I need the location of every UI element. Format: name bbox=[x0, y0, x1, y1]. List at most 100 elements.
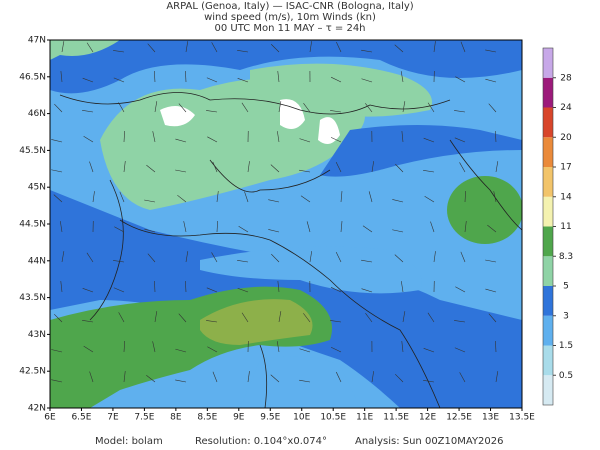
wind-barb bbox=[61, 251, 65, 263]
wind-barb bbox=[392, 229, 404, 233]
wind-barb bbox=[464, 191, 466, 203]
wind-barb bbox=[277, 131, 280, 143]
wind-barb bbox=[433, 251, 436, 263]
wind-barb bbox=[175, 348, 187, 353]
wind-barb bbox=[212, 161, 218, 173]
colorbar-segment bbox=[543, 137, 553, 167]
wind-barb bbox=[146, 164, 156, 173]
wind-barb bbox=[459, 162, 466, 173]
wind-barb bbox=[118, 102, 125, 113]
wind-barb bbox=[402, 311, 406, 323]
wind-barb bbox=[216, 221, 218, 233]
wind-barb bbox=[277, 281, 280, 293]
wind-barb bbox=[402, 101, 406, 113]
wind-barb bbox=[495, 340, 497, 353]
wind-barb bbox=[185, 70, 187, 83]
lon-label: 7.5E bbox=[134, 413, 154, 423]
wind-barb bbox=[299, 138, 311, 143]
lon-label: 8E bbox=[170, 413, 182, 423]
lon-label: 12E bbox=[419, 413, 436, 423]
wind-barb bbox=[485, 259, 497, 263]
wind-field bbox=[50, 40, 522, 408]
wind-barb bbox=[146, 375, 156, 383]
wind-barb bbox=[237, 287, 249, 293]
wind-barb bbox=[82, 77, 94, 83]
wind-barb bbox=[207, 136, 218, 143]
wind-barb bbox=[247, 371, 250, 383]
lon-label: 10.5E bbox=[320, 413, 346, 423]
wind-barb bbox=[216, 191, 219, 203]
colorbar-label: 17 bbox=[560, 163, 571, 173]
wind-barb bbox=[123, 341, 126, 353]
lon-label: 11.5E bbox=[383, 413, 409, 423]
wind-barb bbox=[54, 313, 63, 323]
colorbar-segment bbox=[543, 286, 553, 316]
wind-barb bbox=[309, 41, 312, 53]
wind-barb bbox=[495, 371, 499, 383]
lon-label: 10E bbox=[293, 413, 310, 423]
wind-barb bbox=[271, 253, 280, 263]
wind-barb bbox=[427, 102, 435, 113]
footer-model: Model: bolam bbox=[95, 436, 163, 447]
wind-barb bbox=[423, 170, 435, 173]
wind-barb bbox=[177, 194, 187, 203]
wind-barb bbox=[51, 169, 63, 173]
wind-barb bbox=[244, 191, 249, 203]
colorbar-segment bbox=[543, 77, 553, 108]
wind-barb bbox=[152, 131, 156, 143]
wind-barb bbox=[89, 161, 94, 173]
wind-barb bbox=[335, 161, 342, 173]
wind-barb bbox=[178, 313, 187, 323]
wind-barb bbox=[175, 379, 187, 383]
wind-barb bbox=[175, 169, 187, 173]
wind-barb bbox=[185, 251, 189, 263]
lon-label: 11E bbox=[356, 413, 373, 423]
wind-barb bbox=[330, 346, 342, 353]
wind-barb bbox=[454, 110, 466, 113]
colorbar-label: 5 bbox=[563, 282, 569, 292]
wind-barb bbox=[423, 348, 435, 353]
wind-barb bbox=[340, 191, 343, 203]
footer-resolution: Resolution: 0.104°x0.074° bbox=[195, 436, 327, 447]
colorbar-segment bbox=[543, 375, 553, 405]
wind-barb bbox=[430, 221, 435, 233]
wind-barb bbox=[392, 199, 404, 203]
colorbar-label: 8.3 bbox=[559, 252, 573, 262]
wind-barb bbox=[365, 103, 373, 113]
wind-barb bbox=[488, 103, 497, 113]
wind-barb bbox=[271, 44, 280, 53]
wind-barb bbox=[394, 254, 404, 263]
wind-barb bbox=[89, 371, 94, 383]
wind-barb bbox=[427, 312, 435, 323]
colorbar-segment bbox=[543, 196, 553, 227]
wind-barb bbox=[212, 371, 218, 383]
colorbar-segment bbox=[543, 167, 553, 197]
header-line: ARPAL (Genoa, Italy) — ISAC-CNR (Bologna… bbox=[166, 1, 413, 12]
wind-barb bbox=[154, 311, 158, 323]
wind-barb bbox=[241, 102, 249, 113]
wind-barb bbox=[154, 71, 156, 83]
lat-label: 43N bbox=[28, 330, 46, 340]
wind-barb bbox=[303, 102, 311, 113]
footer-analysis: Analysis: Sun 00Z10MAY2026 bbox=[355, 436, 504, 447]
wind-barb bbox=[303, 313, 311, 323]
wind-barb bbox=[454, 137, 466, 143]
wind-barb bbox=[113, 287, 125, 293]
wind-barb bbox=[247, 161, 250, 173]
lat-label: 44.5N bbox=[19, 220, 46, 230]
wind-barb bbox=[114, 226, 125, 233]
wind-barb bbox=[207, 346, 218, 353]
lat-label: 46N bbox=[28, 109, 46, 119]
colorbar-segment bbox=[543, 315, 553, 346]
lat-label: 42N bbox=[28, 404, 46, 414]
wind-barb bbox=[361, 259, 373, 263]
lon-label: 13E bbox=[482, 413, 499, 423]
colorbar-label: 28 bbox=[560, 73, 572, 83]
lon-label: 7E bbox=[107, 413, 119, 423]
wind-barb bbox=[459, 372, 466, 383]
lon-label: 8.5E bbox=[197, 413, 217, 423]
wind-barb bbox=[495, 161, 499, 173]
wind-barb bbox=[455, 286, 466, 293]
